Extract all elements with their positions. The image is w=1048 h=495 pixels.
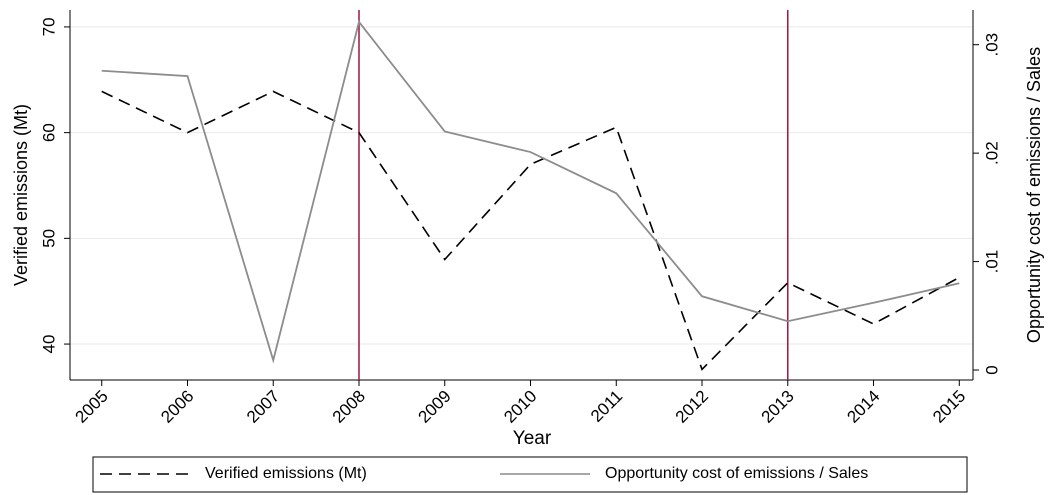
x-tick-label: 2011	[587, 387, 626, 426]
x-tick-label: 2013	[758, 387, 798, 427]
y-axis-title: Verified emissions (Mt)	[11, 104, 31, 286]
y2-tick-label: 0	[982, 365, 1001, 374]
legend-label: Verified emissions (Mt)	[205, 465, 367, 482]
x-tick-label: 2005	[72, 387, 112, 427]
y-tick-label: 70	[39, 17, 58, 36]
x-tick-label: 2007	[243, 387, 283, 427]
x-tick-label: 2006	[157, 387, 197, 427]
x-tick-label: 2012	[672, 387, 712, 427]
x-tick-label: 2014	[843, 387, 883, 427]
x-tick-label: 2010	[500, 387, 540, 427]
y-tick-label: 40	[39, 335, 58, 354]
y-tick-label: 60	[39, 123, 58, 142]
y-tick-label: 50	[39, 229, 58, 248]
y2-tick-label: .01	[982, 250, 1001, 274]
x-tick-label: 2009	[415, 387, 455, 427]
data-line	[101, 19, 960, 364]
legend-label: Opportunity cost of emissions / Sales	[605, 465, 868, 482]
x-axis-title: Year	[513, 428, 552, 449]
y2-tick-label: .03	[982, 33, 1001, 57]
y2-tick-label: .02	[982, 141, 1001, 165]
x-tick-label: 2008	[329, 387, 369, 427]
data-line	[101, 90, 960, 371]
x-tick-label: 2015	[929, 387, 969, 427]
legend-box	[92, 456, 968, 493]
y2-axis-title: Opportunity cost of emissions / Sales	[1024, 47, 1044, 343]
